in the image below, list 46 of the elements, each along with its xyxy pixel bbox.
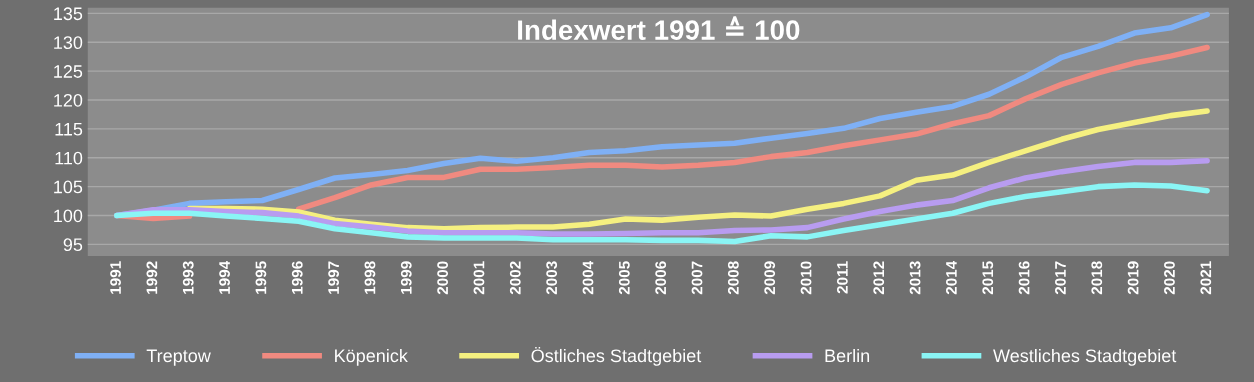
x-tick-label: 1993 bbox=[182, 261, 194, 294]
x-tick-label: 2013 bbox=[909, 261, 921, 295]
x-tick-label: 1992 bbox=[146, 261, 158, 294]
x-tick-label: 2008 bbox=[727, 261, 739, 295]
y-tick-label: 130 bbox=[54, 36, 83, 50]
y-tick-label: 100 bbox=[54, 209, 83, 223]
x-tick-label: 2021 bbox=[1200, 261, 1212, 295]
x-tick-label: 2018 bbox=[1091, 261, 1103, 295]
x-tick-label: 2019 bbox=[1127, 261, 1139, 295]
legend-label: Westliches Stadtgebiet bbox=[993, 348, 1177, 366]
y-tick-label: 125 bbox=[54, 65, 83, 78]
y-tick-label: 135 bbox=[54, 7, 83, 21]
x-tick-label: 2005 bbox=[618, 261, 630, 295]
x-tick-label: 1997 bbox=[328, 261, 340, 294]
x-tick-label: 2001 bbox=[473, 261, 485, 295]
x-tick-label: 2012 bbox=[873, 261, 885, 295]
y-tick-label: 120 bbox=[54, 93, 83, 107]
legend-label: Treptow bbox=[146, 349, 211, 366]
x-tick-label: 2011 bbox=[836, 261, 848, 294]
x-tick-label: 1998 bbox=[364, 261, 376, 294]
y-tick-label: 95 bbox=[63, 238, 83, 252]
legend-label: Östliches Stadtgebiet bbox=[531, 346, 702, 366]
x-tick-label: 2006 bbox=[655, 261, 667, 295]
y-tick-label: 110 bbox=[55, 151, 83, 165]
x-tick-label: 2014 bbox=[946, 260, 957, 295]
legend-label: Berlin bbox=[825, 348, 870, 363]
x-tick-label: 2020 bbox=[1164, 261, 1175, 295]
x-tick-label: 1994 bbox=[219, 260, 230, 294]
x-tick-label: 1991 bbox=[110, 261, 121, 294]
x-tick-label: 2015 bbox=[982, 261, 994, 295]
x-tick-label: 2003 bbox=[546, 261, 558, 295]
x-tick-label: 2010 bbox=[800, 261, 812, 295]
x-tick-label: 2007 bbox=[691, 261, 703, 295]
x-tick-label: 2000 bbox=[437, 261, 449, 295]
x-tick-label: 2004 bbox=[582, 260, 594, 295]
y-tick-label: 105 bbox=[54, 180, 83, 194]
x-tick-label: 1999 bbox=[400, 261, 412, 294]
legend-label: Köpenick bbox=[335, 348, 408, 366]
x-tick-label: 2017 bbox=[1055, 261, 1066, 295]
x-tick-label: 2009 bbox=[764, 261, 776, 295]
y-tick-label: 115 bbox=[55, 123, 83, 136]
x-tick-label: 1996 bbox=[291, 261, 303, 294]
x-tick-label: 1995 bbox=[255, 261, 267, 294]
x-tick-label: 2016 bbox=[1018, 261, 1030, 295]
x-tick-label: 2002 bbox=[509, 261, 521, 295]
chart-title: Indexwert 1991 ≙ 100 bbox=[518, 16, 800, 40]
